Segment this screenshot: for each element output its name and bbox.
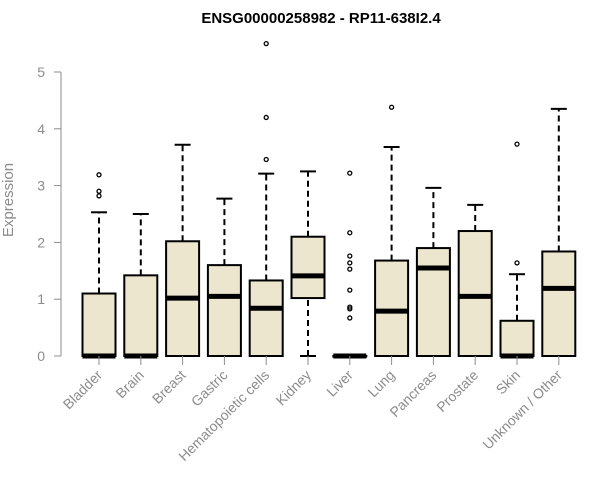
outlier-point [263, 114, 269, 121]
iqr-box [248, 279, 284, 357]
y-axis: 0 1 2 3 4 5 [37, 64, 61, 364]
y-tick-label: 2 [37, 234, 45, 250]
y-tick-label: 5 [37, 64, 45, 80]
outlier-point [514, 141, 520, 147]
y-tick-label: 4 [37, 121, 45, 137]
outlier-point [347, 260, 353, 266]
box-unknown-other [541, 107, 577, 358]
x-tick-label: Lung [364, 367, 397, 400]
x-tick-label: Kidney [273, 367, 315, 409]
x-tick-label: Skin [493, 367, 524, 398]
box-gastric [206, 197, 242, 357]
iqr-box [374, 259, 410, 357]
box-hematopoietic-cells [248, 40, 284, 357]
y-tick-label: 1 [37, 291, 45, 307]
outlier-point [263, 40, 269, 47]
outlier-point [514, 260, 520, 266]
iqr-box [290, 235, 326, 300]
iqr-box [541, 250, 577, 358]
box-bladder [81, 172, 117, 359]
iqr-box [206, 264, 242, 357]
box-skin [499, 141, 535, 359]
outlier-point [347, 315, 353, 321]
x-tick-label: Unknown / Other [479, 367, 565, 453]
box-brain [123, 213, 159, 359]
y-axis-label: Expression [0, 163, 17, 237]
x-tick-label: Brain [112, 367, 146, 401]
plot-area [81, 40, 577, 359]
box-pancreas [415, 186, 451, 357]
outlier-point [388, 104, 395, 110]
box-kidney [290, 170, 326, 357]
x-tick-label: Liver [323, 367, 356, 400]
box-breast [165, 143, 201, 358]
iqr-box [81, 292, 117, 357]
outlier-point [96, 193, 102, 199]
outlier-point [263, 156, 269, 163]
x-tick-label: Breast [149, 367, 189, 407]
outlier-point [96, 172, 102, 178]
outlier-point [347, 287, 353, 293]
y-tick-label: 3 [37, 178, 45, 194]
outlier-point [347, 304, 353, 310]
iqr-box [457, 230, 493, 357]
iqr-box [415, 247, 451, 357]
outlier-point [347, 266, 353, 272]
box-lung [374, 104, 410, 357]
outlier-point [347, 253, 353, 259]
outlier-point [96, 188, 102, 194]
iqr-box [123, 274, 159, 357]
y-tick-label: 0 [37, 348, 45, 364]
iqr-box [499, 319, 535, 357]
x-tick-label: Prostate [433, 367, 481, 415]
box-liver [332, 170, 368, 359]
outlier-point [347, 230, 353, 236]
chart-title: ENSG00000258982 - RP11-638I2.4 [201, 10, 441, 27]
outlier-point [347, 170, 353, 176]
box-prostate [457, 203, 493, 357]
x-tick-label: Bladder [60, 367, 106, 413]
